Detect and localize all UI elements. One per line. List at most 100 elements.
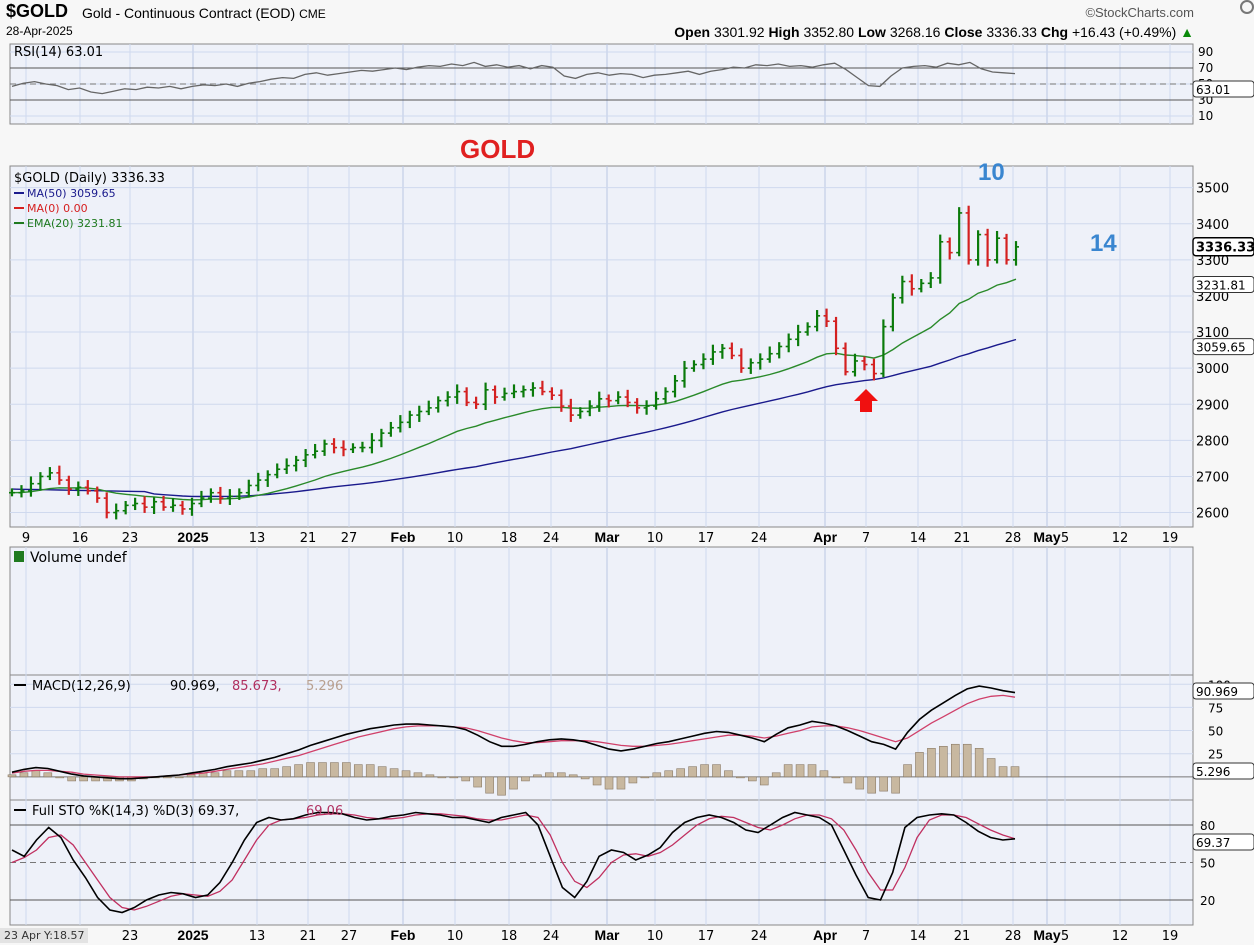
macd-histogram-bar: [843, 776, 853, 784]
legend-label: EMA(20) 3231.81: [27, 217, 123, 230]
macd-histogram-bar: [807, 764, 817, 778]
x-tick-label-bottom: 21: [300, 929, 317, 944]
x-tick-label-bottom: 24: [543, 929, 560, 944]
macd-hist-tag: 5.296: [1196, 765, 1230, 779]
price-tick-label: 2900: [1196, 398, 1229, 413]
price-bar: [132, 497, 139, 511]
price-bar: [529, 382, 536, 397]
price-bar: [548, 387, 555, 400]
sto-k-line: [11, 811, 1016, 914]
panel-price: [9, 165, 1194, 528]
price-bar: [605, 394, 612, 408]
price-bar: [368, 433, 375, 454]
macd-histogram-bar: [330, 762, 339, 778]
macd-histogram-bar: [759, 776, 769, 786]
price-bar: [586, 400, 593, 417]
price-tick-label: 2600: [1196, 507, 1229, 522]
macd-label: MACD(12,26,9): [32, 679, 131, 694]
macd-histogram-bar: [186, 774, 196, 778]
price-bar: [700, 353, 707, 370]
macd-histogram-bar: [592, 776, 602, 786]
x-tick-label: 23: [122, 531, 139, 546]
price-bar: [18, 485, 25, 498]
macd-histogram-bar: [819, 770, 829, 778]
x-tick-label: 24: [751, 531, 768, 546]
price-bar: [387, 421, 394, 437]
exchange: CME: [299, 7, 326, 21]
price-bar: [397, 415, 404, 433]
price-bar: [94, 486, 101, 503]
macd-histogram-bar: [7, 774, 17, 778]
macd-histogram-bar: [855, 776, 865, 790]
price-bar: [965, 205, 972, 265]
x-tick-label-bottom: 19: [1162, 929, 1179, 944]
macd-tick-label: 75: [1208, 701, 1223, 715]
macd-tick-label: 50: [1208, 725, 1223, 739]
macd-histogram-bar: [449, 776, 459, 779]
x-tick-label: 21: [954, 531, 971, 546]
macd-histogram-bar: [246, 770, 256, 778]
x-tick-label: 16: [72, 531, 89, 546]
x-tick-label: 2025: [177, 529, 208, 545]
price-bar: [217, 486, 224, 504]
x-tick-label-bottom: 12: [1112, 929, 1129, 944]
macd-histogram-bar: [748, 776, 757, 782]
price-bar: [918, 278, 925, 293]
macd-histogram-bar: [1010, 766, 1020, 778]
macd-histogram-bar: [736, 776, 745, 779]
macd-histogram-bar: [771, 772, 781, 778]
price-bar: [492, 385, 499, 404]
macd-current-tag: 90.969: [1196, 685, 1238, 699]
price-bar: [1013, 241, 1019, 266]
macd-histogram-bar: [676, 768, 685, 778]
macd-histogram-bar: [306, 762, 315, 778]
price-bar: [899, 275, 906, 304]
price-bar: [274, 463, 281, 479]
x-tick-label: 10: [647, 531, 664, 546]
macd-histogram-bar: [783, 764, 793, 778]
macd-histogram-bar: [867, 776, 877, 794]
chart-title: GOLD: [460, 134, 535, 164]
price-bar: [444, 391, 451, 407]
macd-histogram-bar: [485, 776, 494, 794]
low-label: Low: [857, 24, 886, 40]
price-bar: [1003, 233, 1010, 265]
price-bar: [160, 495, 167, 511]
close-value: 3336.33: [986, 24, 1037, 40]
macd-histogram-bar: [521, 776, 530, 782]
price-bar: [795, 324, 802, 347]
macd-histogram-bar: [533, 774, 542, 778]
high-label: High: [768, 24, 800, 40]
macd-histogram-bar: [879, 776, 888, 792]
brand-name[interactable]: ©StockCharts.com: [1085, 5, 1194, 20]
macd-histogram-bar: [795, 764, 805, 778]
price-label: $GOLD (Daily) 3336.33: [14, 171, 165, 186]
sto-tick-label: 20: [1200, 894, 1215, 908]
macd-histogram-bar: [473, 776, 482, 788]
price-bar: [454, 384, 461, 404]
macd-histogram-bar: [604, 776, 614, 790]
price-bar: [473, 396, 480, 409]
sto-d-line: [11, 813, 1016, 911]
x-tick-label-bottom: 28: [1005, 929, 1022, 944]
wave-label: 14: [1090, 230, 1117, 257]
price-bar: [236, 488, 243, 500]
macd-histogram-bar: [497, 776, 506, 796]
contract-description: Gold - Continuous Contract (EOD): [82, 5, 296, 21]
macd-histogram-bar: [377, 766, 387, 778]
macd-histogram-bar: [258, 768, 268, 778]
macd-histogram-bar: [962, 743, 972, 778]
x-tick-label-bottom: Mar: [595, 927, 620, 943]
price-bar: [851, 353, 858, 377]
macd-histogram-bar: [210, 772, 220, 778]
price-tick-label: 3500: [1196, 182, 1229, 197]
price-bar: [207, 488, 214, 503]
price-bar: [927, 272, 934, 289]
price-bar: [766, 346, 773, 363]
price-bar: [757, 353, 764, 370]
x-tick-label: 13: [249, 531, 266, 546]
settings-icon[interactable]: [1240, 0, 1254, 14]
macd-histogram-bar: [664, 770, 674, 778]
sto-current-tag: 69.37: [1196, 836, 1230, 850]
